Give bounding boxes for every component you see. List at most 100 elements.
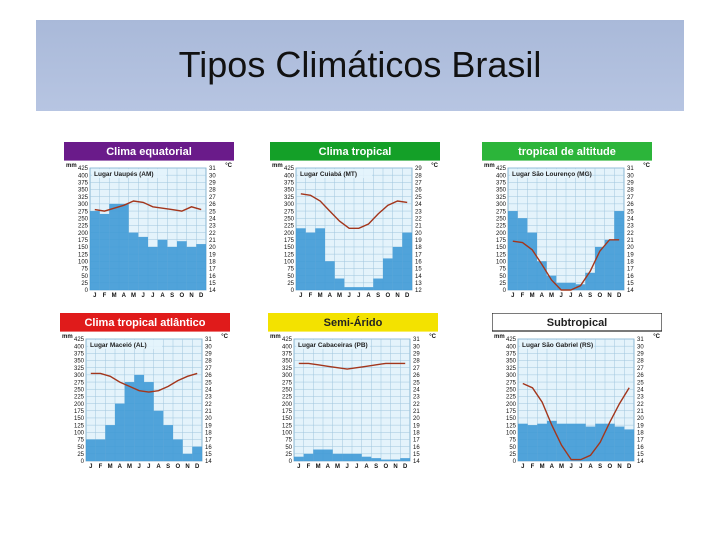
precipitation-bar [354,287,364,290]
chart-banner [482,142,652,161]
precipitation-bar [517,218,528,290]
right-tick-label: 18 [637,430,644,436]
month-label: J [569,293,572,298]
right-tick-label: 27 [205,366,212,372]
left-tick-label: 200 [282,402,293,408]
right-tick-label: 30 [413,344,420,350]
slide-title: Tipos Climáticos Brasil [178,44,542,85]
chart-banner [64,142,234,161]
precipitation-bar [313,449,323,461]
precipitation-bar [153,410,164,461]
month-label: N [607,293,611,298]
month-label: J [137,464,140,469]
climate-chart-tropical: Clima tropical Lugar Cuiabá (MT) mm °C 42540… [270,142,440,298]
left-tick-label: 425 [496,166,507,172]
left-tick-label: 25 [285,452,292,458]
left-tick-label: 0 [85,288,89,294]
right-tick-label: 16 [627,274,634,280]
right-tick-label: 20 [627,245,634,251]
precipitation-bar [323,449,333,461]
right-tick-label: 19 [413,423,420,429]
location-label: Lugar São Gabriel (RS) [522,342,593,349]
left-tick-label: 125 [284,252,295,258]
precipitation-bar [148,246,158,290]
right-tick-label: 19 [637,423,644,429]
right-tick-label: 16 [209,274,216,280]
month-label: M [316,464,321,469]
right-tick-label: 15 [415,267,422,273]
left-tick-label: 275 [78,209,89,215]
left-tick-label: 200 [496,231,507,237]
chart-banner [492,313,662,332]
right-tick-label: 24 [637,387,644,393]
precipitation-bar [332,453,343,461]
right-tick-label: 30 [205,344,212,350]
month-label: J [93,293,96,298]
precipitation-bar [361,456,372,461]
left-tick-label: 75 [77,438,84,444]
right-tick-label: 12 [415,288,422,294]
right-tick-label: 22 [637,402,644,408]
left-tick-label: 225 [78,224,89,230]
left-tick-label: 375 [74,352,85,358]
left-tick-label: 175 [74,409,85,415]
precipitation-bar [537,423,547,461]
left-tick-label: 375 [496,181,507,187]
left-tick-label: 175 [496,238,507,244]
precipitation-bar [595,246,605,290]
month-label: N [185,464,189,469]
left-tick-label: 400 [284,173,295,179]
month-label: J [521,464,524,469]
month-label: N [189,293,193,298]
left-axis-unit: mm [270,334,281,340]
precipitation-bar [315,228,325,290]
precipitation-bar [325,261,335,290]
precipitation-bar [109,203,119,290]
precipitation-bar [128,232,139,290]
month-label: J [297,464,300,469]
right-tick-label: 19 [209,252,216,258]
precipitation-bar [383,258,393,290]
climate-chart-tropical-atlantico: Clima tropical atlântico Lugar Maceió (AL… [60,313,230,469]
month-label: M [540,464,545,469]
precipitation-bar [90,211,100,290]
precipitation-bar [585,426,596,461]
right-tick-label: 19 [205,423,212,429]
month-label: M [112,293,117,298]
left-tick-label: 325 [78,195,89,201]
right-tick-label: 28 [413,359,420,365]
month-label: J [299,293,302,298]
precipitation-bar [334,278,345,290]
month-label: O [179,293,184,298]
left-tick-label: 325 [74,366,85,372]
right-tick-label: 14 [205,459,212,465]
right-tick-label: 22 [413,402,420,408]
precipitation-bar [124,382,135,461]
month-label: J [89,464,92,469]
left-tick-label: 150 [284,245,295,251]
month-label: S [166,464,170,469]
month-label: M [549,293,554,298]
month-label: D [403,464,408,469]
right-tick-label: 16 [637,445,644,451]
month-label: J [569,464,572,469]
temperature-line [298,362,406,370]
right-axis-unit: °C [225,163,232,169]
precipitation-bar [566,282,576,290]
precipitation-bar [614,211,624,290]
month-label: J [345,464,348,469]
right-tick-label: 20 [209,245,216,251]
left-tick-label: 350 [496,188,507,194]
left-tick-label: 425 [506,337,517,343]
left-tick-label: 0 [289,459,293,465]
left-tick-label: 150 [506,416,517,422]
left-tick-label: 350 [506,359,517,365]
month-label: A [578,293,583,298]
left-tick-label: 50 [77,445,84,451]
left-tick-label: 400 [74,344,85,350]
left-tick-label: 175 [284,238,295,244]
month-label: N [617,464,621,469]
right-tick-label: 29 [415,166,422,172]
left-tick-label: 100 [282,430,293,436]
right-tick-label: 17 [209,267,216,273]
